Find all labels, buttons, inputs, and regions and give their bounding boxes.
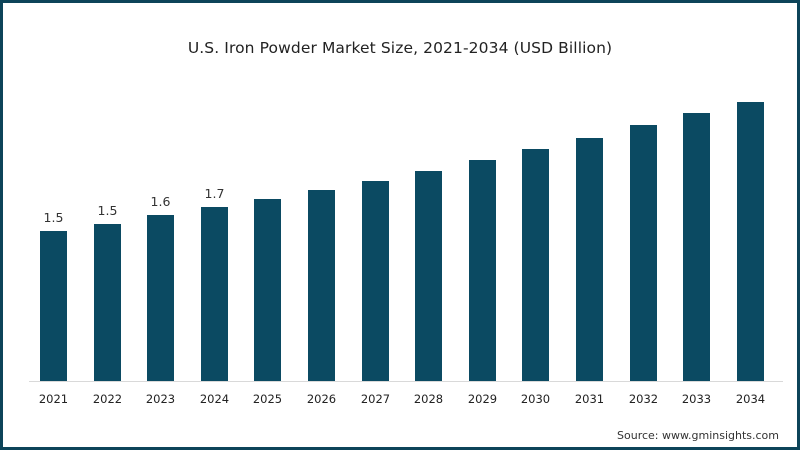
bar-2026 — [308, 190, 335, 381]
x-tick-label: 2027 — [360, 392, 391, 406]
bar-2021 — [40, 231, 67, 381]
bar-2027 — [362, 181, 389, 381]
x-tick-label: 2032 — [628, 392, 659, 406]
bar-2023 — [147, 215, 174, 381]
x-tick-label: 2033 — [681, 392, 712, 406]
bar-2031 — [576, 138, 603, 381]
data-label: 1.5 — [43, 210, 64, 225]
data-label: 1.5 — [97, 203, 118, 218]
data-label: 1.7 — [204, 186, 225, 201]
x-tick-label: 2029 — [467, 392, 498, 406]
bar-2025 — [254, 199, 281, 381]
x-tick-label: 2024 — [199, 392, 230, 406]
x-tick-label: 2030 — [520, 392, 551, 406]
x-axis-line — [29, 381, 783, 382]
bar-2029 — [469, 160, 496, 381]
data-label: 1.6 — [150, 194, 171, 209]
bar-2024 — [201, 207, 228, 381]
x-tick-label: 2031 — [574, 392, 605, 406]
x-tick-label: 2026 — [306, 392, 337, 406]
plot-area: 2021 1.5 2022 1.5 2023 1.6 2024 1.7 2025 2026 2027… — [3, 3, 800, 453]
x-tick-label: 2021 — [38, 392, 69, 406]
bar-2034 — [737, 102, 764, 381]
bar-2033 — [683, 113, 710, 381]
x-tick-label: 2034 — [735, 392, 766, 406]
bar-2022 — [94, 224, 121, 381]
bar-2032 — [630, 125, 657, 381]
bar-2028 — [415, 171, 442, 381]
x-tick-label: 2022 — [92, 392, 123, 406]
chart-title: U.S. Iron Powder Market Size, 2021-2034 … — [187, 39, 613, 57]
x-tick-label: 2028 — [413, 392, 444, 406]
x-tick-label: 2023 — [145, 392, 176, 406]
bar-2030 — [522, 149, 549, 381]
x-tick-label: 2025 — [252, 392, 283, 406]
source-note: Source: www.gminsights.com — [617, 429, 779, 442]
